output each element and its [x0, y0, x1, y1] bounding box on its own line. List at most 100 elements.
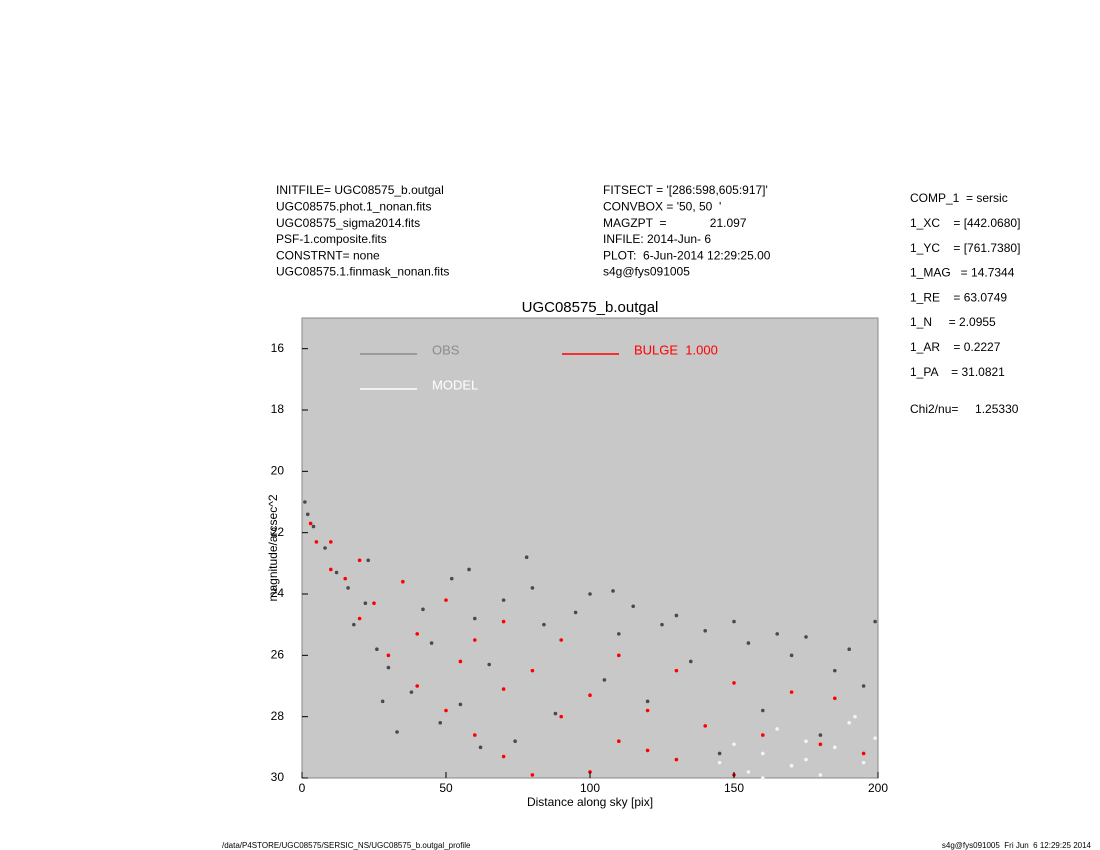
header-left-line: CONSTRNT= none	[276, 248, 380, 262]
data-point	[717, 751, 722, 756]
data-point	[473, 638, 477, 642]
data-point	[588, 770, 592, 774]
data-point	[559, 714, 563, 719]
data-point	[746, 641, 751, 645]
plot-background	[301, 317, 879, 779]
data-point	[617, 632, 621, 636]
data-point	[530, 668, 535, 673]
y-tick-label: 28	[271, 709, 285, 723]
data-point	[804, 635, 808, 639]
data-point	[401, 579, 405, 584]
data-point	[789, 690, 794, 694]
data-point	[833, 696, 837, 701]
data-point	[415, 684, 420, 688]
data-point	[352, 622, 356, 627]
x-tick-label: 50	[439, 781, 453, 795]
header-left-line: UGC08575.1.finmask_nonan.fits	[276, 265, 449, 279]
chi2: Chi2/nu= 1.25330	[910, 402, 1019, 416]
data-point	[861, 751, 866, 756]
data-point	[804, 739, 808, 743]
data-point	[449, 576, 454, 581]
x-axis-label: Distance along sky [pix]	[527, 795, 653, 809]
data-point	[732, 619, 736, 624]
data-point	[775, 632, 779, 636]
data-point	[386, 653, 391, 658]
data-point	[761, 733, 765, 737]
legend-label: MODEL	[432, 377, 478, 392]
data-point	[775, 727, 779, 731]
data-point	[588, 693, 592, 697]
header-left-line: UGC08575.phot.1_nonan.fits	[276, 199, 431, 213]
data-point	[559, 638, 563, 642]
data-point	[818, 733, 823, 737]
data-point	[645, 699, 650, 704]
data-point	[789, 763, 794, 768]
data-point	[375, 647, 379, 651]
footer-right: s4g@fys091005 Fri Jun 6 12:29:25 2014	[942, 841, 1092, 850]
y-axis-label: magnitude/arcsec^2	[266, 494, 280, 601]
data-point	[853, 714, 857, 719]
parameter-line: 1_AR = 0.2227	[910, 340, 1001, 354]
header-middle-line: FITSECT = '[286:598,605:917]'	[603, 183, 768, 197]
header-middle-line: PLOT: 6-Jun-2014 12:29:25.00	[603, 248, 771, 262]
data-point	[732, 681, 736, 685]
data-point	[458, 659, 463, 664]
data-point	[323, 546, 327, 550]
header-middle-line: INFILE: 2014-Jun- 6	[603, 232, 711, 246]
header-middle-line: MAGZPT = 21.097	[603, 216, 747, 230]
data-point	[645, 708, 650, 713]
data-point	[444, 598, 448, 602]
data-point	[386, 665, 391, 670]
x-tick-label: 0	[299, 781, 306, 795]
parameter-line: 1_MAG = 14.7344	[910, 266, 1015, 280]
data-point	[611, 589, 615, 593]
data-point	[372, 601, 376, 605]
data-point	[357, 616, 362, 621]
data-point	[380, 699, 385, 704]
data-point	[329, 540, 333, 544]
data-point	[833, 745, 837, 750]
data-point	[530, 586, 535, 590]
data-point	[804, 757, 808, 762]
x-tick-label: 200	[868, 781, 888, 795]
data-point	[363, 601, 368, 605]
data-point	[573, 610, 578, 615]
data-point	[602, 678, 607, 682]
header-left-line: PSF-1.composite.fits	[276, 232, 387, 246]
data-point	[303, 500, 307, 504]
data-point	[501, 598, 506, 602]
data-point	[746, 770, 751, 774]
data-point	[438, 721, 443, 725]
data-point	[314, 540, 319, 544]
data-point	[761, 751, 765, 756]
data-point	[761, 776, 765, 780]
data-point	[305, 512, 310, 517]
data-point	[674, 613, 679, 618]
data-point	[421, 607, 425, 612]
data-point	[524, 555, 529, 559]
data-point	[329, 567, 333, 572]
y-tick-label: 24	[271, 586, 285, 600]
data-point	[789, 653, 794, 658]
chart-title: UGC08575_b.outgal	[522, 299, 659, 316]
parameter-line: 1_XC = [442.0680]	[910, 216, 1020, 230]
data-point	[717, 760, 722, 765]
data-point	[501, 754, 506, 759]
data-point	[761, 708, 765, 713]
data-point	[818, 773, 823, 777]
y-tick-label: 30	[271, 770, 285, 784]
data-point	[847, 721, 851, 725]
data-point	[409, 690, 414, 694]
data-point	[343, 576, 348, 581]
data-point	[553, 711, 558, 716]
header-middle-line: s4g@fys091005	[603, 265, 690, 279]
legend-label: OBS	[432, 342, 460, 357]
parameter-line: 1_YC = [761.7380]	[910, 241, 1020, 255]
data-point	[357, 558, 362, 563]
x-tick-label: 100	[580, 781, 600, 795]
data-point	[873, 619, 877, 624]
data-point	[346, 586, 350, 590]
data-point	[588, 592, 592, 596]
